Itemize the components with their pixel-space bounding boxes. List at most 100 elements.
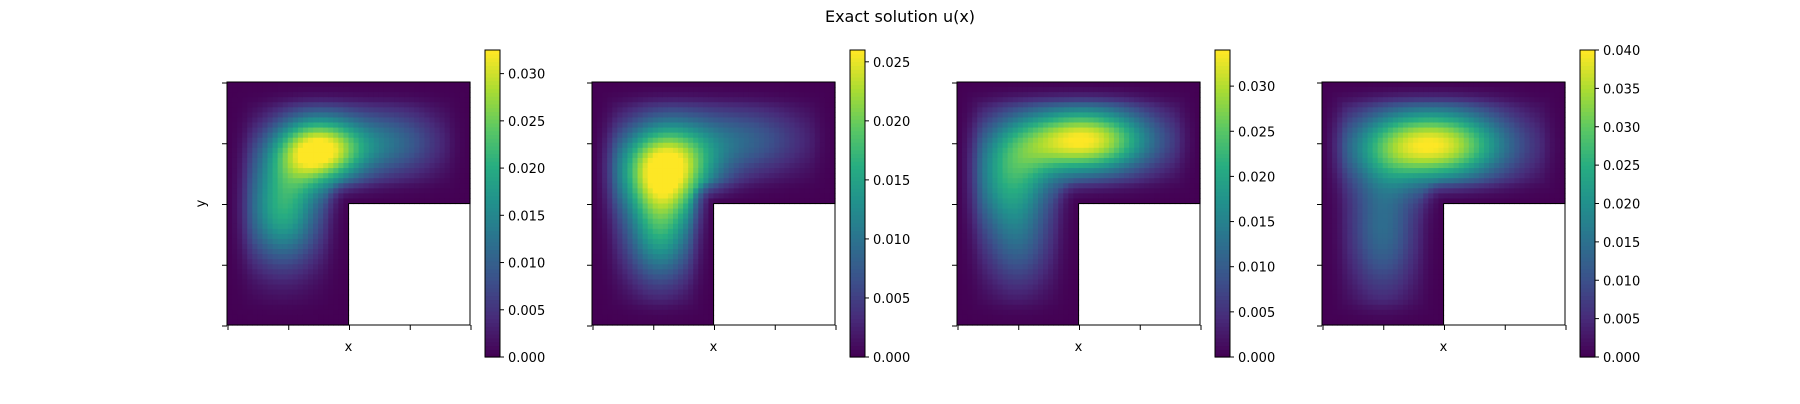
- heatmap-cell: [633, 123, 639, 129]
- heatmap-cell: [592, 310, 598, 316]
- heatmap-cell: [673, 183, 679, 189]
- heatmap-cell: [1058, 315, 1064, 321]
- heatmap-cell: [612, 295, 618, 301]
- heatmap-cell: [653, 219, 659, 225]
- heatmap-cell: [1003, 82, 1009, 88]
- heatmap-cell: [744, 107, 750, 113]
- heatmap-cell: [369, 117, 375, 123]
- heatmap-cell: [247, 209, 253, 215]
- heatmap-cell: [597, 82, 603, 88]
- heatmap-cell: [810, 107, 816, 113]
- heatmap-cell: [1084, 128, 1090, 134]
- heatmap-cell: [1018, 249, 1024, 255]
- heatmap-cell: [323, 188, 329, 194]
- heatmap-cell: [617, 123, 623, 129]
- heatmap-cell: [724, 183, 730, 189]
- heatmap-cell: [744, 143, 750, 149]
- heatmap-cell: [977, 315, 983, 321]
- heatmap-cell: [992, 204, 998, 210]
- heatmap-cell: [967, 300, 973, 306]
- heatmap-cell: [237, 198, 243, 204]
- heatmap-cell: [1079, 117, 1085, 123]
- heatmap-cell: [384, 97, 390, 103]
- heatmap-cell: [962, 300, 968, 306]
- heatmap-cell: [643, 274, 649, 280]
- heatmap-cell: [769, 107, 775, 113]
- heatmap-cell: [693, 209, 699, 215]
- heatmap-cell: [592, 168, 598, 174]
- heatmap-cell: [658, 254, 664, 260]
- heatmap-cell: [592, 107, 598, 113]
- heatmap-cell: [252, 305, 258, 311]
- heatmap-cell: [612, 168, 618, 174]
- heatmap-cell: [1094, 168, 1100, 174]
- heatmap-cell: [633, 274, 639, 280]
- heatmap-cell: [622, 254, 628, 260]
- heatmap-cell: [977, 290, 983, 296]
- heatmap-cell: [293, 97, 299, 103]
- heatmap-cell: [273, 259, 279, 265]
- colorbar-segment: [485, 265, 500, 269]
- heatmap-cell: [678, 315, 684, 321]
- colorbar-tick-label: 0.020: [508, 162, 545, 177]
- colorbar-segment: [485, 58, 500, 62]
- heatmap-cell: [1109, 82, 1115, 88]
- heatmap-cell: [460, 92, 466, 98]
- heatmap-cell: [1038, 92, 1044, 98]
- heatmap-cell: [303, 173, 309, 179]
- heatmap-cell: [1068, 209, 1074, 215]
- heatmap-cell: [1038, 259, 1044, 265]
- heatmap-cell: [303, 315, 309, 321]
- heatmap-cell: [774, 178, 780, 184]
- heatmap-cell: [607, 219, 613, 225]
- heatmap-cell: [815, 133, 821, 139]
- heatmap-cell: [399, 112, 405, 118]
- heatmap-cell: [394, 153, 400, 159]
- heatmap-cell: [729, 138, 735, 144]
- heatmap-cell: [318, 163, 324, 169]
- heatmap-cell: [278, 234, 284, 240]
- heatmap-cell: [293, 295, 299, 301]
- heatmap-cell: [987, 249, 993, 255]
- heatmap-cell: [1033, 214, 1039, 220]
- heatmap-cell: [648, 107, 654, 113]
- heatmap-cell: [759, 168, 765, 174]
- heatmap-cell: [262, 198, 268, 204]
- heatmap-cell: [754, 123, 760, 129]
- heatmap-cell: [440, 133, 446, 139]
- heatmap-cell: [313, 300, 319, 306]
- heatmap-cell: [648, 82, 654, 88]
- heatmap-cell: [987, 97, 993, 103]
- heatmap-cell: [982, 219, 988, 225]
- heatmap-cell: [708, 138, 714, 144]
- heatmap-cell: [1089, 117, 1095, 123]
- heatmap-cell: [1063, 244, 1069, 250]
- heatmap-cell: [349, 128, 355, 134]
- heatmap-cell: [1023, 254, 1029, 260]
- heatmap-cell: [957, 269, 963, 275]
- heatmap-cell: [992, 239, 998, 245]
- heatmap-cell: [815, 97, 821, 103]
- heatmap-cell: [754, 112, 760, 118]
- heatmap-cell: [232, 102, 238, 108]
- heatmap-cell: [1043, 315, 1049, 321]
- heatmap-cell: [957, 254, 963, 260]
- heatmap-cell: [998, 158, 1004, 164]
- heatmap-cell: [247, 143, 253, 149]
- heatmap-cell: [349, 153, 355, 159]
- heatmap-cell: [825, 92, 831, 98]
- heatmap-cell: [653, 128, 659, 134]
- heatmap-cell: [744, 92, 750, 98]
- heatmap-cell: [273, 274, 279, 280]
- colorbar-tick-label: 0.015: [873, 174, 910, 189]
- heatmap-cell: [424, 183, 430, 189]
- heatmap-cell: [729, 158, 735, 164]
- heatmap-cell: [987, 254, 993, 260]
- heatmap-cell: [288, 138, 294, 144]
- heatmap-cell: [820, 107, 826, 113]
- heatmap-cell: [643, 249, 649, 255]
- heatmap-cell: [1033, 305, 1039, 311]
- heatmap-cell: [977, 193, 983, 199]
- heatmap-cell: [663, 168, 669, 174]
